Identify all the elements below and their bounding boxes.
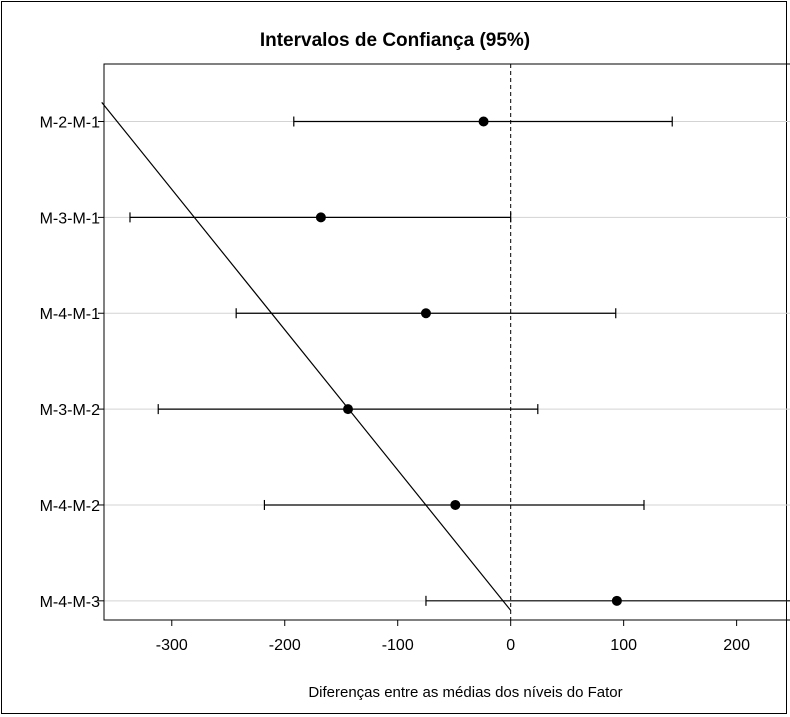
y-tick-label-M-4-M-3: M-4-M-3 xyxy=(40,594,101,611)
x-tick-label-0: -300 xyxy=(156,637,188,654)
estimate-point-M-4-M-3 xyxy=(611,595,622,606)
estimate-point-M-4-M-1 xyxy=(420,308,431,319)
plot-box xyxy=(103,63,790,621)
overlay-diagonal-line xyxy=(101,101,512,611)
x-tick-label-1: -200 xyxy=(269,637,301,654)
x-tick-label-2: -100 xyxy=(382,637,414,654)
estimate-point-M-3-M-1 xyxy=(315,212,326,223)
estimate-point-M-4-M-2 xyxy=(450,499,461,510)
y-tick-label-M-2-M-1: M-2-M-1 xyxy=(40,115,101,132)
x-tick-label-3: 0 xyxy=(506,637,515,654)
x-tick-label-4: 100 xyxy=(610,637,637,654)
y-tick-label-M-4-M-1: M-4-M-1 xyxy=(40,306,101,323)
y-tick-label-M-3-M-2: M-3-M-2 xyxy=(40,402,101,419)
series-intervals xyxy=(129,116,790,606)
grid-lines xyxy=(104,121,790,602)
y-axis: M-2-M-1 M-3-M-1 M-4-M-1 M-3-M-2 M-4-M-2 M-4-M… xyxy=(40,115,104,611)
y-tick-label-M-4-M-2: M-4-M-2 xyxy=(40,498,101,515)
overlay-line-group xyxy=(101,101,512,611)
chart-title: Intervalos de Confiança (95%) xyxy=(259,30,531,51)
x-axis: -300 -200 -100 0 100 200 xyxy=(156,620,750,654)
x-axis-label: Diferenças entre as médias dos níveis do… xyxy=(308,684,623,701)
y-tick-label-M-3-M-1: M-3-M-1 xyxy=(40,210,101,227)
estimate-point-M-2-M-1 xyxy=(478,116,489,127)
x-tick-label-5: 200 xyxy=(723,637,750,654)
